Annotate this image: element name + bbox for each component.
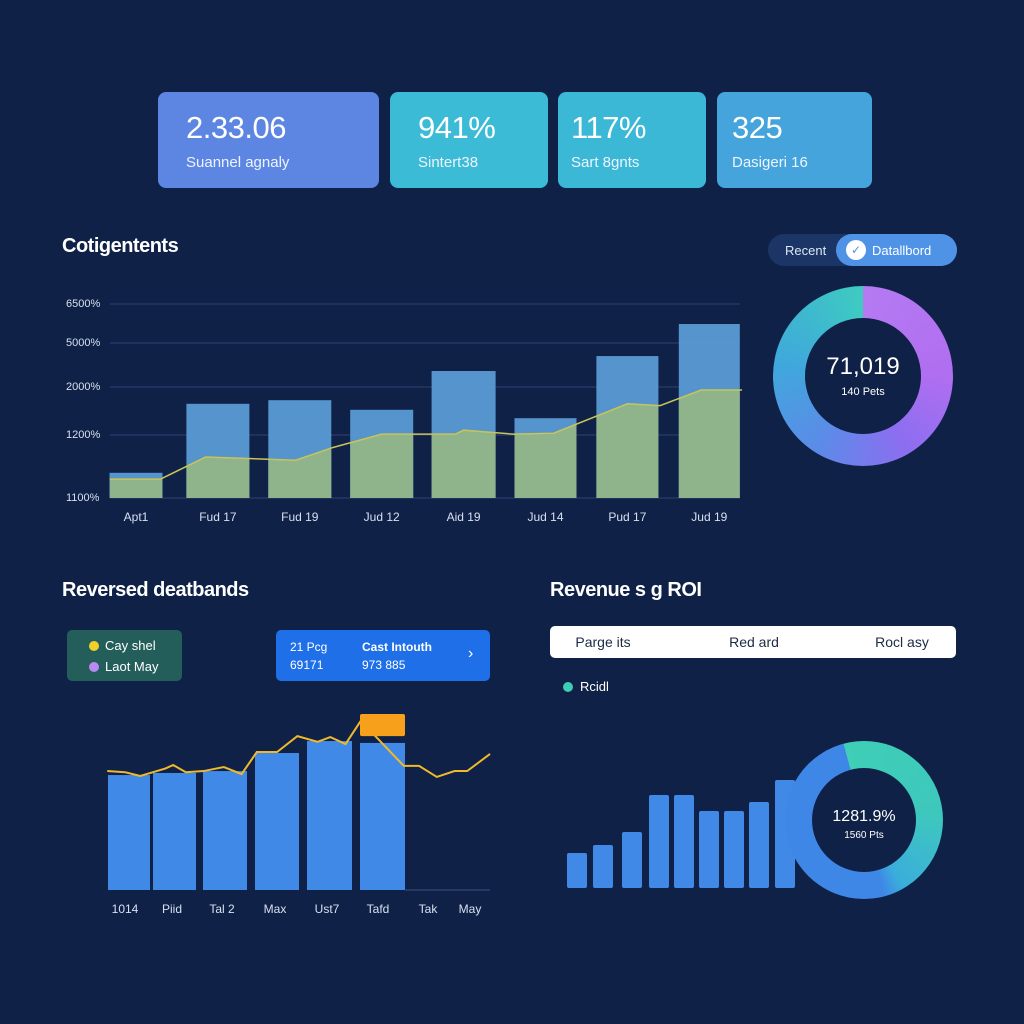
bar [724,811,744,888]
kpi-value: 117% [571,110,647,145]
donut-hole [812,768,916,872]
bar [255,753,299,890]
kpi-card-2[interactable]: 941% Sintert38 [390,92,548,188]
x-tick-label: May [458,902,482,916]
bar [674,795,694,888]
kpi-card-3[interactable]: 117% Sart 8gnts [558,92,706,188]
donut-label: 1560 Pts [844,830,884,841]
legend-label: Cay shel [105,638,156,653]
legend: Cay shel Laot May [67,630,182,681]
y-tick-label: 1100% [66,492,100,504]
bar [108,775,150,890]
toggle-dashboard-label: Datallbord [872,243,932,258]
kpi-value: 2.33.06 [186,110,286,145]
tab-2[interactable]: Red ard [729,634,779,650]
legend-dot-teal [563,681,573,692]
x-tick-label: Jud 19 [691,510,728,524]
info-card[interactable]: 21 Pcg 69171 Cast Intouth 973 885 › [276,630,490,681]
toggle-dashboard[interactable]: ✓ Datallbord [836,234,957,266]
legend-dot-yellow [89,640,99,651]
line-series [107,719,491,779]
section-title: Cotigentents [62,235,179,257]
bar [203,771,247,890]
tab-bar: Parge its Red ard Rocl asy [550,626,956,658]
y-tick-label: 2000% [66,381,101,393]
highlight-bar [360,714,405,737]
x-tick-label: Ust7 [314,902,340,916]
bar [593,845,613,888]
kpi-label: Sart 8gnts [571,154,640,171]
kpi-card-1[interactable]: 2.33.06 Suannel agnaly [158,92,379,188]
view-toggle[interactable]: Recent ✓ Datallbord [768,234,957,266]
kpi-value: 325 [732,110,783,145]
bar [649,795,669,888]
kpi-label: Suannel agnaly [186,154,290,171]
info-text: 21 Pcg [290,640,328,654]
y-tick-label: 6500% [66,298,101,310]
bar [622,832,642,888]
x-tick-label: Fud 17 [199,510,237,524]
area-line [109,389,743,480]
x-tick-label: Piid [161,902,183,916]
bar [153,772,196,890]
donut-label: 140 Pets [841,386,885,398]
x-tick-label: Aid 19 [446,510,481,524]
kpi-value: 941% [418,110,496,145]
tab-1[interactable]: Parge its [575,634,631,650]
kpi-label: Sintert38 [418,154,479,171]
x-tick-label: Tafd [366,902,390,916]
x-tick-label: 1014 [111,902,139,916]
donut-hole [805,318,921,434]
x-tick-label: Tak [418,902,438,916]
bar [699,811,719,888]
check-icon: ✓ [846,240,866,260]
legend-label: Rcidl [580,679,609,694]
bar [307,741,352,890]
donut-value: 71,019 [826,353,900,380]
section-title: Reversed deatbands [62,579,249,601]
bar [567,853,587,888]
x-tick-label: Max [263,902,287,916]
info-text: 69171 [290,658,324,672]
legend-roi: Rcidl [563,679,609,694]
y-tick-label: 1200% [66,429,101,441]
kpi-label: Dasigeri 16 [732,154,808,171]
bar [360,742,405,890]
x-tick-label: Jud 14 [527,510,564,524]
toggle-recent[interactable]: Recent [785,243,827,258]
x-tick-label: Fud 19 [281,510,319,524]
tab-3[interactable]: Rocl asy [875,634,929,650]
y-tick-label: 5000% [66,337,101,349]
section-title: Revenue s g ROI [550,579,702,601]
info-text: 973 885 [362,658,406,672]
bar [749,802,769,888]
info-text: Cast Intouth [362,640,432,654]
x-tick-label: Tal 2 [209,902,235,916]
chevron-right-icon[interactable]: › [468,645,474,662]
x-tick-label: Jud 12 [363,510,400,524]
legend-label: Laot May [105,659,159,674]
x-tick-label: Apt1 [123,510,149,524]
legend-dot-purple [89,661,99,672]
x-tick-label: Pud 17 [608,510,647,524]
donut-value: 1281.9% [832,808,896,825]
kpi-card-4[interactable]: 325 Dasigeri 16 [717,92,872,188]
